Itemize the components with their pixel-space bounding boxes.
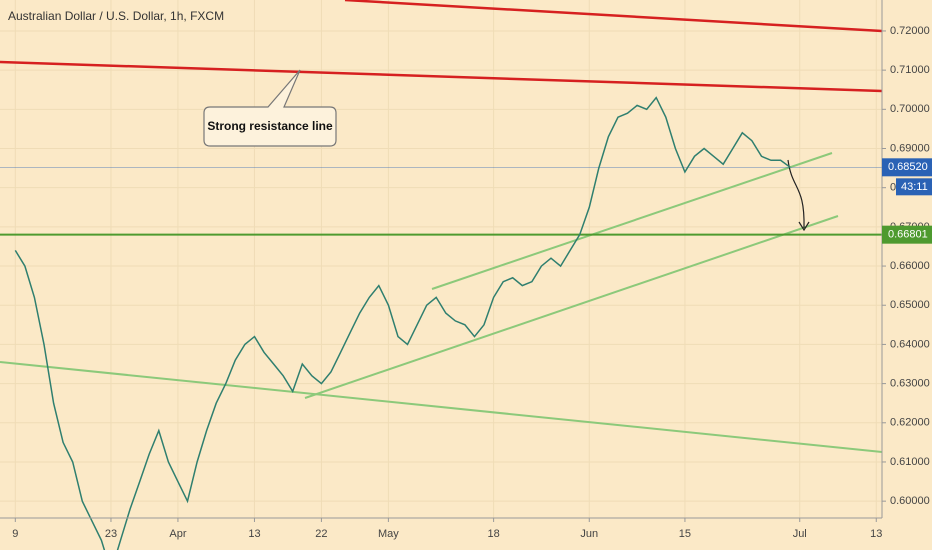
x-tick-label: 23 xyxy=(105,528,117,540)
countdown-box xyxy=(896,178,932,196)
x-tick-label: Jun xyxy=(580,528,598,540)
arrow-head xyxy=(798,221,810,232)
arrow xyxy=(787,159,805,229)
x-tick-label: 18 xyxy=(487,528,499,540)
last-price-label: 0.68520 xyxy=(888,161,928,173)
y-tick-label: 0.66000 xyxy=(890,260,930,272)
x-tick-label: 22 xyxy=(315,528,327,540)
x-tick-label: Jul xyxy=(793,528,807,540)
y-tick-label: 0.70000 xyxy=(890,103,930,115)
y-tick-label: 0.64000 xyxy=(890,338,930,350)
annotation: Strong resistance line xyxy=(207,119,333,133)
x-tick-label: 15 xyxy=(679,528,691,540)
support-label: 0.66801 xyxy=(888,229,928,241)
price-line xyxy=(14,96,791,550)
y-tick-label: 0.60000 xyxy=(890,495,930,507)
resistance-line xyxy=(344,0,883,33)
y-tick-label: 0.65000 xyxy=(890,299,930,311)
trend-line xyxy=(0,361,883,453)
drawings xyxy=(0,0,883,453)
plot xyxy=(0,96,882,550)
trend-line xyxy=(431,152,833,290)
x-tick-label: May xyxy=(378,528,399,540)
last-price-box xyxy=(882,158,932,177)
x-tick-label: 9 xyxy=(12,528,18,540)
y-tick-label: 0.71000 xyxy=(890,64,930,76)
y-tick-label: 0.72000 xyxy=(890,25,930,37)
x-tick-label: 13 xyxy=(248,528,260,540)
y-tick-label: 0.63000 xyxy=(890,378,930,390)
callout xyxy=(203,69,337,147)
support-label-box xyxy=(882,225,932,244)
y-tick-label: 0.61000 xyxy=(890,456,930,468)
trend-line xyxy=(304,215,839,399)
y-tick-label: 0.69000 xyxy=(890,142,930,154)
resistance-line xyxy=(0,60,883,93)
chart-title: Australian Dollar / U.S. Dollar, 1h, FXC… xyxy=(8,9,224,23)
countdown: 43:11 xyxy=(901,181,928,193)
y-tick-label: 0.62000 xyxy=(890,417,930,429)
x-tick-label: Apr xyxy=(169,528,186,540)
x-tick-label: 13 xyxy=(870,528,882,540)
